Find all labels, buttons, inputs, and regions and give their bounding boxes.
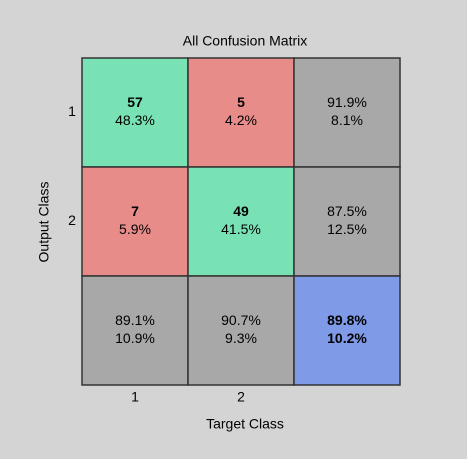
overall-correct: 89.8%: [327, 312, 367, 328]
col-correct: 89.1%: [115, 312, 155, 328]
row-error: 8.1%: [331, 112, 363, 128]
cell-count: 49: [233, 203, 249, 219]
y-tick-label: 1: [68, 103, 76, 119]
cell: [81, 166, 189, 277]
cell: [81, 275, 189, 386]
cell-percent: 41.5%: [221, 221, 261, 237]
col-error: 10.9%: [115, 330, 155, 346]
row-correct: 87.5%: [327, 203, 367, 219]
col-correct: 90.7%: [221, 312, 261, 328]
cell-count: 7: [131, 203, 139, 219]
cell-percent: 48.3%: [115, 112, 155, 128]
x-axis-label: Target Class: [206, 416, 284, 432]
cell-count: 57: [127, 94, 143, 110]
col-error: 9.3%: [225, 330, 257, 346]
row-error: 12.5%: [327, 221, 367, 237]
overall-error: 10.2%: [327, 330, 367, 346]
cell: [187, 57, 295, 168]
cell-count: 5: [237, 94, 245, 110]
y-tick-label: 2: [68, 212, 76, 228]
x-tick-label: 1: [131, 389, 139, 405]
cell: [293, 275, 401, 386]
cell: [187, 275, 295, 386]
cell-percent: 5.9%: [119, 221, 151, 237]
cell-percent: 4.2%: [225, 112, 257, 128]
cell: [81, 57, 189, 168]
x-tick-label: 2: [237, 389, 245, 405]
chart-title: All Confusion Matrix: [183, 33, 308, 49]
y-axis-label: Output Class: [36, 182, 52, 263]
row-correct: 91.9%: [327, 94, 367, 110]
